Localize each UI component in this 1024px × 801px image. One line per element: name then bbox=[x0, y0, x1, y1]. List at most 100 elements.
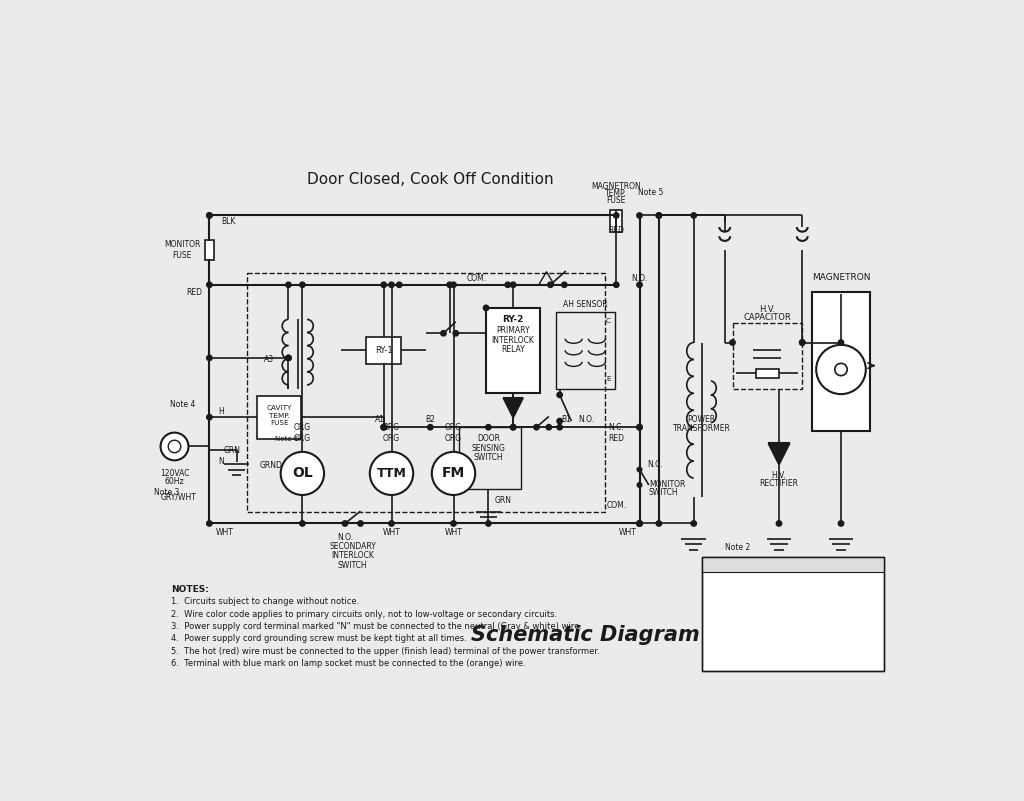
Text: CAPACITOR: CAPACITOR bbox=[743, 312, 792, 322]
Text: Note 3: Note 3 bbox=[154, 488, 179, 497]
Circle shape bbox=[286, 355, 291, 360]
Circle shape bbox=[546, 425, 552, 430]
Text: RED: RED bbox=[608, 227, 625, 235]
Circle shape bbox=[440, 331, 446, 336]
Bar bbox=[257, 396, 301, 439]
Text: DOOR: DOOR bbox=[477, 434, 500, 443]
Text: Note 5: Note 5 bbox=[638, 188, 664, 197]
Circle shape bbox=[357, 521, 364, 526]
Text: N.O.: N.O. bbox=[337, 533, 353, 541]
Circle shape bbox=[534, 425, 540, 430]
Circle shape bbox=[557, 392, 562, 397]
Text: Wht  Green: Wht Green bbox=[713, 590, 751, 596]
Text: SWITCH: SWITCH bbox=[338, 561, 368, 570]
Circle shape bbox=[381, 282, 386, 288]
Text: B1: B1 bbox=[561, 415, 570, 424]
Text: RY-1: RY-1 bbox=[375, 346, 392, 355]
Text: Yel  Yellow: Yel Yellow bbox=[837, 662, 870, 668]
Text: WHT: WHT bbox=[444, 528, 463, 537]
Circle shape bbox=[207, 213, 212, 218]
Circle shape bbox=[730, 340, 735, 345]
Text: FM: FM bbox=[442, 466, 465, 481]
Text: N: N bbox=[219, 457, 224, 466]
Text: RELAY: RELAY bbox=[502, 345, 525, 354]
Text: Bl-U  Blue: Bl-U Blue bbox=[837, 600, 869, 606]
Circle shape bbox=[389, 282, 394, 288]
Circle shape bbox=[446, 282, 453, 288]
Text: Hot Line: Hot Line bbox=[836, 575, 871, 584]
Circle shape bbox=[776, 521, 781, 526]
Bar bbox=[610, 210, 623, 231]
Circle shape bbox=[428, 425, 433, 430]
Bar bbox=[701, 557, 884, 670]
Text: SWITCH: SWITCH bbox=[473, 453, 503, 461]
Text: CAVITY: CAVITY bbox=[266, 405, 292, 411]
Circle shape bbox=[485, 521, 492, 526]
Text: N.O.: N.O. bbox=[632, 274, 648, 283]
Text: MAGNETRON: MAGNETRON bbox=[812, 272, 870, 282]
Text: 120VAC: 120VAC bbox=[160, 469, 189, 478]
Circle shape bbox=[637, 282, 642, 288]
Text: RED: RED bbox=[186, 288, 202, 297]
Text: N.C.: N.C. bbox=[647, 460, 663, 469]
Circle shape bbox=[300, 282, 305, 288]
Circle shape bbox=[207, 521, 212, 526]
Text: N.O.: N.O. bbox=[579, 415, 595, 424]
Text: RECTIFIER: RECTIFIER bbox=[760, 479, 799, 488]
Text: H: H bbox=[219, 408, 224, 417]
Circle shape bbox=[637, 521, 642, 526]
Text: Wht  Brown: Wht Brown bbox=[834, 610, 872, 616]
Text: BLK: BLK bbox=[221, 217, 236, 226]
Circle shape bbox=[613, 282, 618, 288]
Circle shape bbox=[381, 425, 386, 430]
Text: LPU  Orange: LPU Orange bbox=[833, 621, 874, 626]
Polygon shape bbox=[503, 398, 523, 418]
Bar bbox=[756, 368, 779, 378]
Circle shape bbox=[451, 521, 457, 526]
Bar bbox=[459, 427, 521, 489]
Circle shape bbox=[691, 521, 696, 526]
Circle shape bbox=[451, 282, 457, 288]
Text: OL: OL bbox=[292, 466, 312, 481]
Circle shape bbox=[835, 364, 847, 376]
Text: AH SENSOR: AH SENSOR bbox=[563, 300, 607, 308]
Text: Ppl  Purple: Ppl Purple bbox=[836, 642, 871, 647]
Text: 1.  Circuits subject to change without notice.: 1. Circuits subject to change without no… bbox=[171, 598, 358, 606]
Bar bbox=[205, 240, 214, 260]
Bar bbox=[367, 336, 401, 364]
Text: Note 4: Note 4 bbox=[170, 400, 195, 409]
Text: Bl-1  Bl-1: Bl-1 Bl-1 bbox=[839, 590, 868, 596]
Bar bbox=[486, 308, 541, 392]
Circle shape bbox=[656, 521, 662, 526]
Circle shape bbox=[637, 213, 642, 218]
Text: ORG: ORG bbox=[383, 423, 400, 432]
Circle shape bbox=[381, 425, 386, 430]
Text: A1: A1 bbox=[375, 415, 385, 424]
Text: E: E bbox=[606, 376, 610, 383]
Text: MONITOR: MONITOR bbox=[649, 481, 685, 489]
Text: GRN: GRN bbox=[495, 496, 512, 505]
Bar bbox=[701, 557, 884, 670]
Text: COM.: COM. bbox=[606, 501, 627, 510]
Text: WHT: WHT bbox=[383, 528, 400, 537]
Circle shape bbox=[839, 521, 844, 526]
Circle shape bbox=[342, 521, 348, 526]
Text: N.C.: N.C. bbox=[608, 423, 624, 432]
Text: 2.  Wire color code applies to primary circuits only, not to low-voltage or seco: 2. Wire color code applies to primary ci… bbox=[171, 610, 557, 618]
Circle shape bbox=[432, 452, 475, 495]
Circle shape bbox=[370, 452, 414, 495]
Circle shape bbox=[510, 425, 516, 430]
Circle shape bbox=[561, 282, 567, 288]
Text: INTERLOCK: INTERLOCK bbox=[492, 336, 535, 344]
Circle shape bbox=[691, 213, 696, 218]
Text: 6.  Terminal with blue mark on lamp socket must be connected to the (orange) wir: 6. Terminal with blue mark on lamp socke… bbox=[171, 659, 525, 668]
Circle shape bbox=[453, 331, 459, 336]
Bar bbox=[701, 557, 884, 572]
Text: COM.: COM. bbox=[467, 274, 486, 283]
Circle shape bbox=[381, 425, 386, 430]
Text: SENSING: SENSING bbox=[471, 444, 505, 453]
Circle shape bbox=[483, 305, 488, 311]
Text: 5.  The hot (red) wire must be connected to the upper (finish lead) terminal of : 5. The hot (red) wire must be connected … bbox=[171, 646, 599, 656]
Circle shape bbox=[800, 340, 805, 345]
Circle shape bbox=[207, 355, 212, 360]
